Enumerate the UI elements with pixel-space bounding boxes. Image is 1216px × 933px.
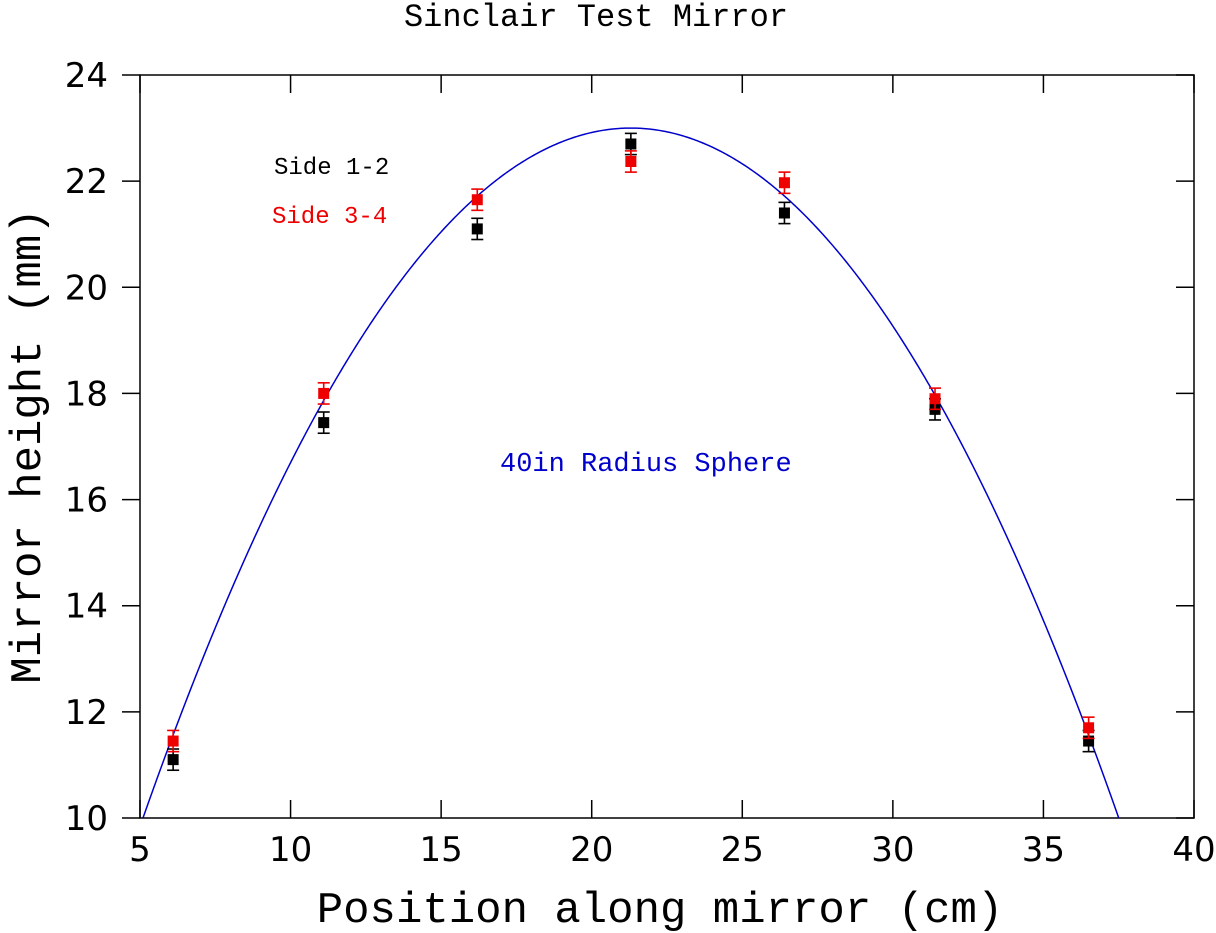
data-point <box>778 177 790 189</box>
x-tick-label: 10 <box>269 830 312 870</box>
y-tick-label: 20 <box>65 268 108 308</box>
plot-frame <box>139 74 1195 819</box>
data-point <box>625 156 637 168</box>
fit-curve-label: 40in Radius Sphere <box>500 450 792 480</box>
data-point <box>167 754 179 766</box>
y-axis-label: Mirror height (mm) <box>4 208 54 683</box>
x-tick-label: 35 <box>1022 830 1065 870</box>
data-point <box>778 207 790 219</box>
data-point <box>318 417 330 429</box>
x-tick-label: 30 <box>871 830 914 870</box>
data-point <box>471 194 483 206</box>
y-tick-label: 10 <box>65 799 108 839</box>
x-tick-label: 20 <box>570 830 613 870</box>
data-point <box>471 223 483 235</box>
y-tick-label: 16 <box>65 481 108 521</box>
data-point <box>929 393 941 405</box>
chart-title: Sinclair Test Mirror <box>404 0 788 36</box>
x-axis-label: Position along mirror (cm) <box>317 886 1004 933</box>
data-point <box>1083 735 1095 747</box>
x-tick-label: 15 <box>420 830 463 870</box>
data-point <box>167 735 179 747</box>
x-tick-label: 5 <box>129 830 151 870</box>
data-point <box>318 387 330 399</box>
fit-curve-line <box>142 127 1120 819</box>
data-point <box>1083 722 1095 734</box>
x-tick-label: 25 <box>721 830 764 870</box>
y-tick-label: 14 <box>65 587 108 627</box>
y-tick-label: 22 <box>65 162 108 202</box>
y-tick-label: 12 <box>65 693 108 733</box>
series-side-3-4 <box>167 150 1095 753</box>
legend-entry-side-1-2: Side 1-2 <box>274 155 389 182</box>
y-tick-label: 18 <box>65 374 108 414</box>
data-points-layer <box>167 132 1095 772</box>
axis-ticks: 5 10 15 20 25 30 35 40 10 12 14 16 18 20 22 24 <box>65 56 1216 870</box>
legend-entry-side-3-4: Side 3-4 <box>272 204 387 231</box>
data-point <box>625 138 637 150</box>
y-tick-label: 24 <box>65 56 108 96</box>
fit-curve-layer <box>142 127 1120 819</box>
x-tick-label: 40 <box>1172 830 1215 870</box>
